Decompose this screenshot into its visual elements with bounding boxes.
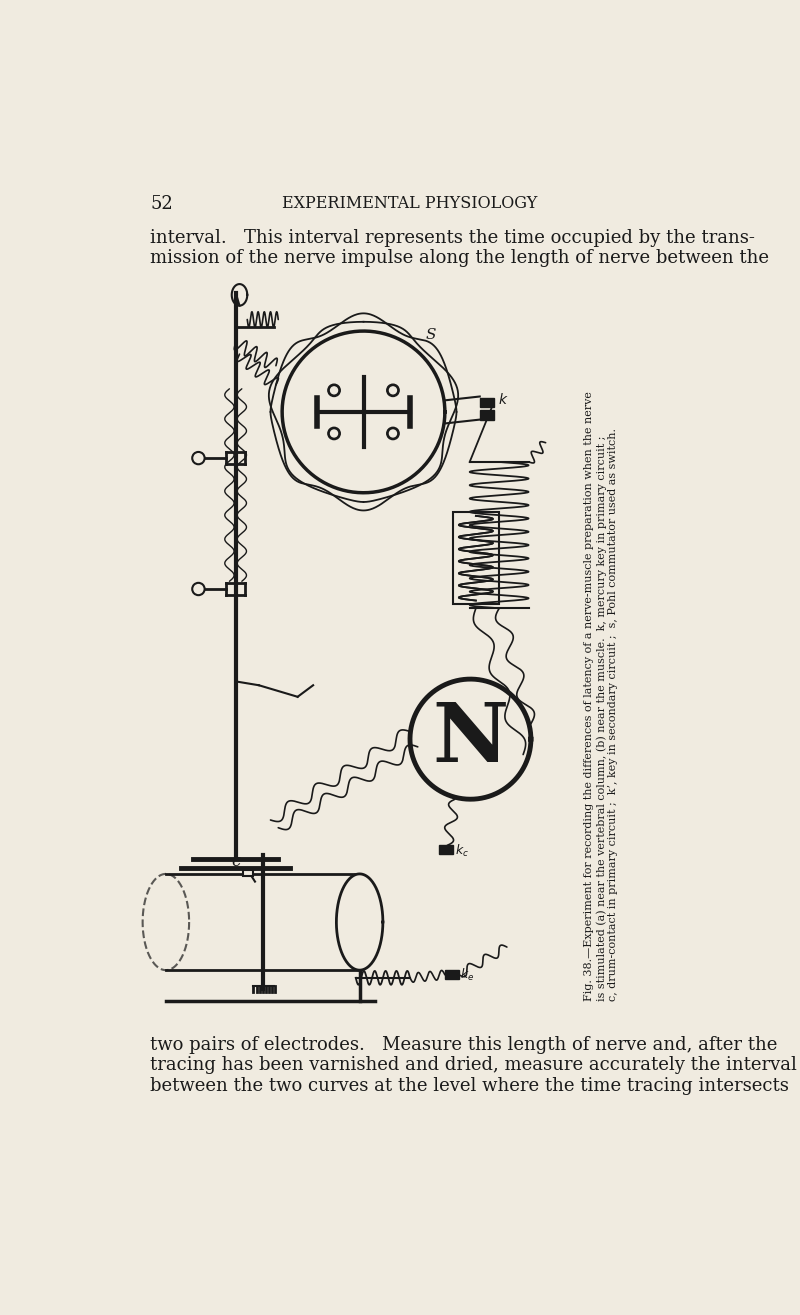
Bar (453, 512, 499, 605)
Text: $k_e$: $k_e$ (460, 968, 474, 984)
Circle shape (386, 384, 399, 397)
Text: interval.   This interval represents the time occupied by the trans-: interval. This interval represents the t… (150, 229, 755, 247)
Circle shape (390, 387, 397, 393)
Circle shape (330, 430, 338, 437)
Text: N: N (432, 700, 509, 780)
Text: Fig. 38.—Experiment for recording the differences of latency of a nerve-muscle p: Fig. 38.—Experiment for recording the di… (584, 391, 618, 1001)
Bar (480, 398, 494, 408)
Text: mission of the nerve impulse along the length of nerve between the: mission of the nerve impulse along the l… (150, 249, 770, 267)
Text: c: c (232, 853, 241, 871)
Circle shape (328, 427, 340, 439)
Text: between the two curves at the level where the time tracing intersects: between the two curves at the level wher… (150, 1077, 790, 1095)
Bar (480, 410, 494, 419)
Text: S: S (426, 327, 436, 342)
Text: $k$: $k$ (498, 392, 508, 408)
Circle shape (330, 387, 338, 393)
Circle shape (192, 583, 205, 596)
Bar (439, 846, 454, 853)
Bar (445, 970, 459, 980)
Text: EXPERIMENTAL PHYSIOLOGY: EXPERIMENTAL PHYSIOLOGY (282, 195, 538, 212)
Text: $k_c$: $k_c$ (455, 843, 469, 859)
Circle shape (390, 430, 397, 437)
Text: tracing has been varnished and dried, measure accurately the interval: tracing has been varnished and dried, me… (150, 1056, 798, 1074)
Text: 52: 52 (150, 195, 173, 213)
Circle shape (386, 427, 399, 439)
Polygon shape (336, 874, 383, 970)
Circle shape (328, 384, 340, 397)
Circle shape (192, 452, 205, 464)
Bar (243, 871, 253, 876)
Text: two pairs of electrodes.   Measure this length of nerve and, after the: two pairs of electrodes. Measure this le… (150, 1036, 778, 1053)
